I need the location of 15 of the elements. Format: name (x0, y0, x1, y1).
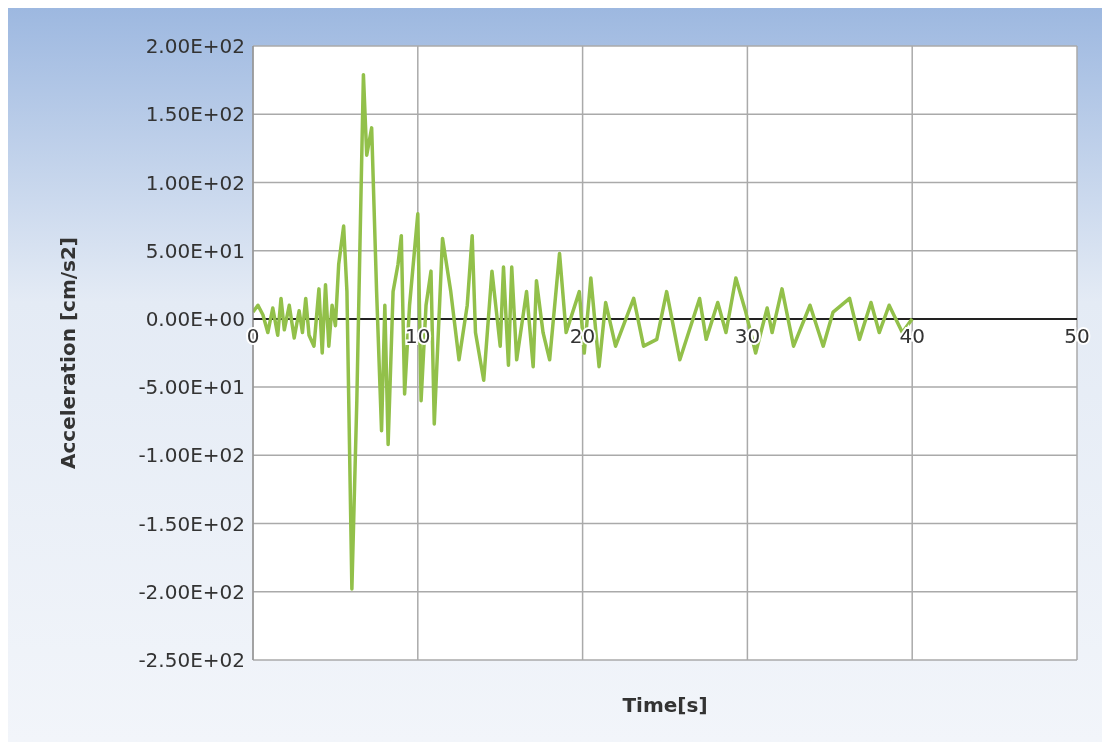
y-tick-label: -2.00E+02 (138, 579, 245, 604)
x-tick-label: 40 (899, 323, 925, 348)
y-tick-label: -2.50E+02 (138, 648, 245, 673)
y-tick-label: 1.50E+02 (145, 102, 245, 127)
y-axis-title: Acceleration [cm/s2] (56, 237, 81, 469)
y-tick-label: -1.00E+02 (138, 443, 245, 468)
x-tick-label: 50 (1064, 323, 1090, 348)
y-tick-label: 1.00E+02 (145, 170, 245, 195)
y-tick-label: -1.50E+02 (138, 511, 245, 536)
y-tick-label: -5.00E+01 (138, 375, 245, 400)
y-tick-label: 2.00E+02 (145, 34, 245, 59)
y-tick-label: 5.00E+01 (145, 238, 245, 263)
x-axis-title: Time[s] (622, 693, 708, 717)
y-tick-label: 0.00E+00 (145, 306, 245, 331)
x-tick-label: 0 (246, 323, 260, 348)
